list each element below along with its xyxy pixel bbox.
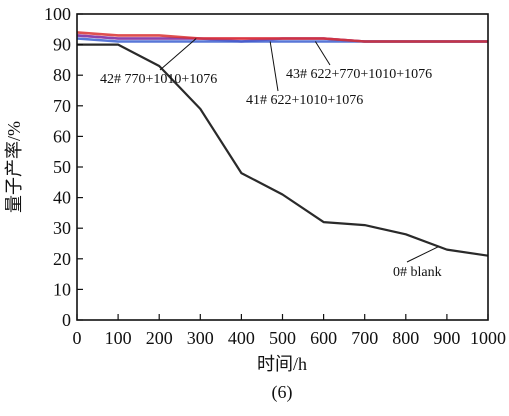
y-tick-label: 0 xyxy=(62,310,71,330)
series-line-0 xyxy=(77,43,489,257)
annotation-leader xyxy=(406,246,439,263)
y-tick-label: 40 xyxy=(53,188,71,208)
x-tick-label: 900 xyxy=(433,328,460,348)
y-tick-label: 50 xyxy=(53,157,71,177)
x-tick-label: 800 xyxy=(392,328,419,348)
x-tick-label: 300 xyxy=(187,328,214,348)
annotation-leader xyxy=(159,38,197,71)
x-tick-label: 100 xyxy=(105,328,132,348)
y-axis-title: 量子产率/% xyxy=(4,121,24,213)
x-tick-label: 200 xyxy=(146,328,173,348)
figure-caption: (6) xyxy=(272,382,293,403)
tick-group: 0 100 200 300 400 500 600 700 800 900 1000 0 10 20 30 4… xyxy=(44,4,506,348)
series-line-red xyxy=(76,31,488,43)
y-tick-label: 30 xyxy=(53,218,71,238)
x-tick-label: 1000 xyxy=(470,328,506,348)
y-tick-label: 100 xyxy=(44,4,71,24)
y-tick-label: 70 xyxy=(53,96,71,116)
y-tick-label: 10 xyxy=(53,279,71,299)
annotation-group: 42# 770+1010+1076 43# 622+770+1010+1076 41… xyxy=(100,38,442,280)
annotation-leader xyxy=(314,41,331,66)
y-tick-label: 60 xyxy=(53,126,71,146)
x-tick-label: 700 xyxy=(351,328,378,348)
x-tick-label: 0 xyxy=(73,328,82,348)
series-group xyxy=(76,31,489,257)
y-tick-label: 20 xyxy=(53,249,71,269)
y-tick-label: 80 xyxy=(53,65,71,85)
x-tick-label: 400 xyxy=(228,328,255,348)
annotation-leader xyxy=(269,41,279,92)
annotation-label: 43# 622+770+1010+1076 xyxy=(286,67,432,82)
annotation-label: 41# 622+1010+1076 xyxy=(246,93,363,108)
y-tick-label: 90 xyxy=(53,35,71,55)
x-tick-label: 600 xyxy=(310,328,337,348)
x-tick-label: 500 xyxy=(269,328,296,348)
annotation-label: 0# blank xyxy=(393,265,442,280)
annotation-label: 42# 770+1010+1076 xyxy=(100,72,217,87)
x-axis-title: 时间/h xyxy=(257,354,307,374)
